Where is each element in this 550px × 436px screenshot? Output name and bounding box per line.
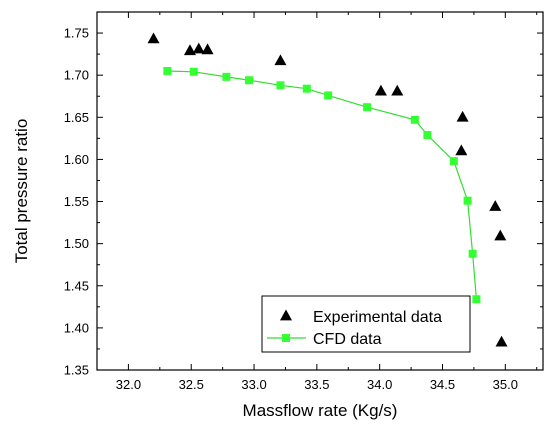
data-point [363, 103, 372, 112]
data-point [324, 91, 333, 100]
data-point [374, 84, 387, 96]
x-tick-label: 35.0 [493, 377, 518, 392]
legend-label: Experimental data [313, 309, 442, 326]
data-point [423, 130, 432, 139]
y-tick-label: 1.50 [64, 236, 89, 251]
plot-frame [96, 11, 544, 371]
legend: Experimental data CFD data [261, 295, 471, 353]
data-point [472, 295, 481, 304]
x-tick-label: 33.0 [241, 377, 266, 392]
y-tick-label: 1.75 [64, 26, 89, 41]
data-point [245, 76, 254, 85]
data-point [494, 229, 507, 241]
series-line [167, 70, 478, 300]
data-point [463, 196, 472, 205]
data-point [276, 81, 285, 90]
data-point [183, 44, 196, 56]
data-point [163, 66, 172, 75]
data-point [274, 54, 287, 66]
y-tick-label: 1.45 [64, 278, 89, 293]
y-tick-label: 1.70 [64, 68, 89, 83]
data-point [222, 72, 231, 81]
x-tick-label: 33.5 [304, 377, 329, 392]
data-point [495, 335, 508, 347]
legend-box [261, 295, 471, 353]
x-tick-label: 32.5 [179, 377, 204, 392]
x-tick-label: 32.0 [116, 377, 141, 392]
y-tick-label: 1.40 [64, 320, 89, 335]
data-point [489, 200, 502, 211]
y-axis-title: Total pressure ratio [12, 119, 31, 264]
data-point [468, 249, 477, 258]
x-tick-label: 34.0 [367, 377, 392, 392]
plot-area: 32.0 32.5 33.0 33.5 34.0 34.5 35.0 1.35 1.40 1.45… [12, 11, 544, 420]
series-cfd [163, 66, 481, 304]
data-point [391, 84, 404, 96]
series-experimental [147, 32, 508, 347]
legend-label: CFD data [313, 331, 382, 348]
data-point [456, 110, 469, 122]
y-tick-label: 1.35 [64, 363, 89, 378]
data-point [201, 43, 214, 55]
y-tick-label: 1.55 [64, 194, 89, 209]
y-tick-label: 1.60 [64, 152, 89, 167]
x-axis-title: Massflow rate (Kg/s) [243, 401, 398, 420]
y-tick-label: 1.65 [64, 110, 89, 125]
data-point [410, 115, 419, 124]
data-point [192, 42, 205, 54]
legend-marker-cfd [282, 334, 290, 342]
legend-marker-experimental [280, 309, 292, 321]
data-point [449, 157, 458, 166]
data-point [302, 84, 311, 93]
data-point [455, 144, 468, 156]
x-tick-label: 34.5 [430, 377, 455, 392]
data-point [189, 67, 198, 76]
data-point [147, 32, 160, 44]
